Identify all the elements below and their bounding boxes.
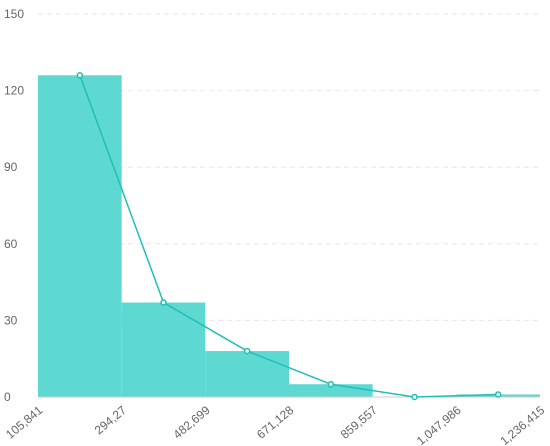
histogram-bar <box>205 351 289 397</box>
line-point <box>243 347 251 355</box>
x-tick-label: 859,557 <box>338 403 380 442</box>
y-tick-label: 120 <box>4 84 24 98</box>
x-tick-label: 294,27 <box>92 403 129 438</box>
x-tick-label: 1,236,415 <box>497 403 547 446</box>
histogram-bars <box>38 75 540 397</box>
x-tick-label: 1,047,986 <box>414 403 464 446</box>
x-tick-label: 105,841 <box>3 403 45 442</box>
line-point <box>327 380 335 388</box>
y-tick-label: 0 <box>4 390 11 404</box>
line-point <box>160 299 167 306</box>
line-point <box>76 72 84 79</box>
frequency-line <box>79 75 499 398</box>
y-tick-label: 60 <box>4 237 18 251</box>
line-point <box>411 393 418 401</box>
x-axis-labels: 105,841 294,27 482,699 671,128 859,557 1,047,… <box>3 403 547 446</box>
y-tick-label: 30 <box>4 313 18 327</box>
y-tick-label: 90 <box>4 160 18 174</box>
line-point <box>494 391 502 398</box>
y-tick-label: 150 <box>4 7 24 21</box>
x-tick-label: 671,128 <box>254 403 296 442</box>
x-tick-label: 482,699 <box>170 403 212 442</box>
histogram-bar <box>38 75 122 397</box>
frequency-points <box>76 72 502 401</box>
histogram-bar <box>121 302 206 397</box>
y-axis-labels: 0 30 60 90 120 150 <box>4 7 24 404</box>
